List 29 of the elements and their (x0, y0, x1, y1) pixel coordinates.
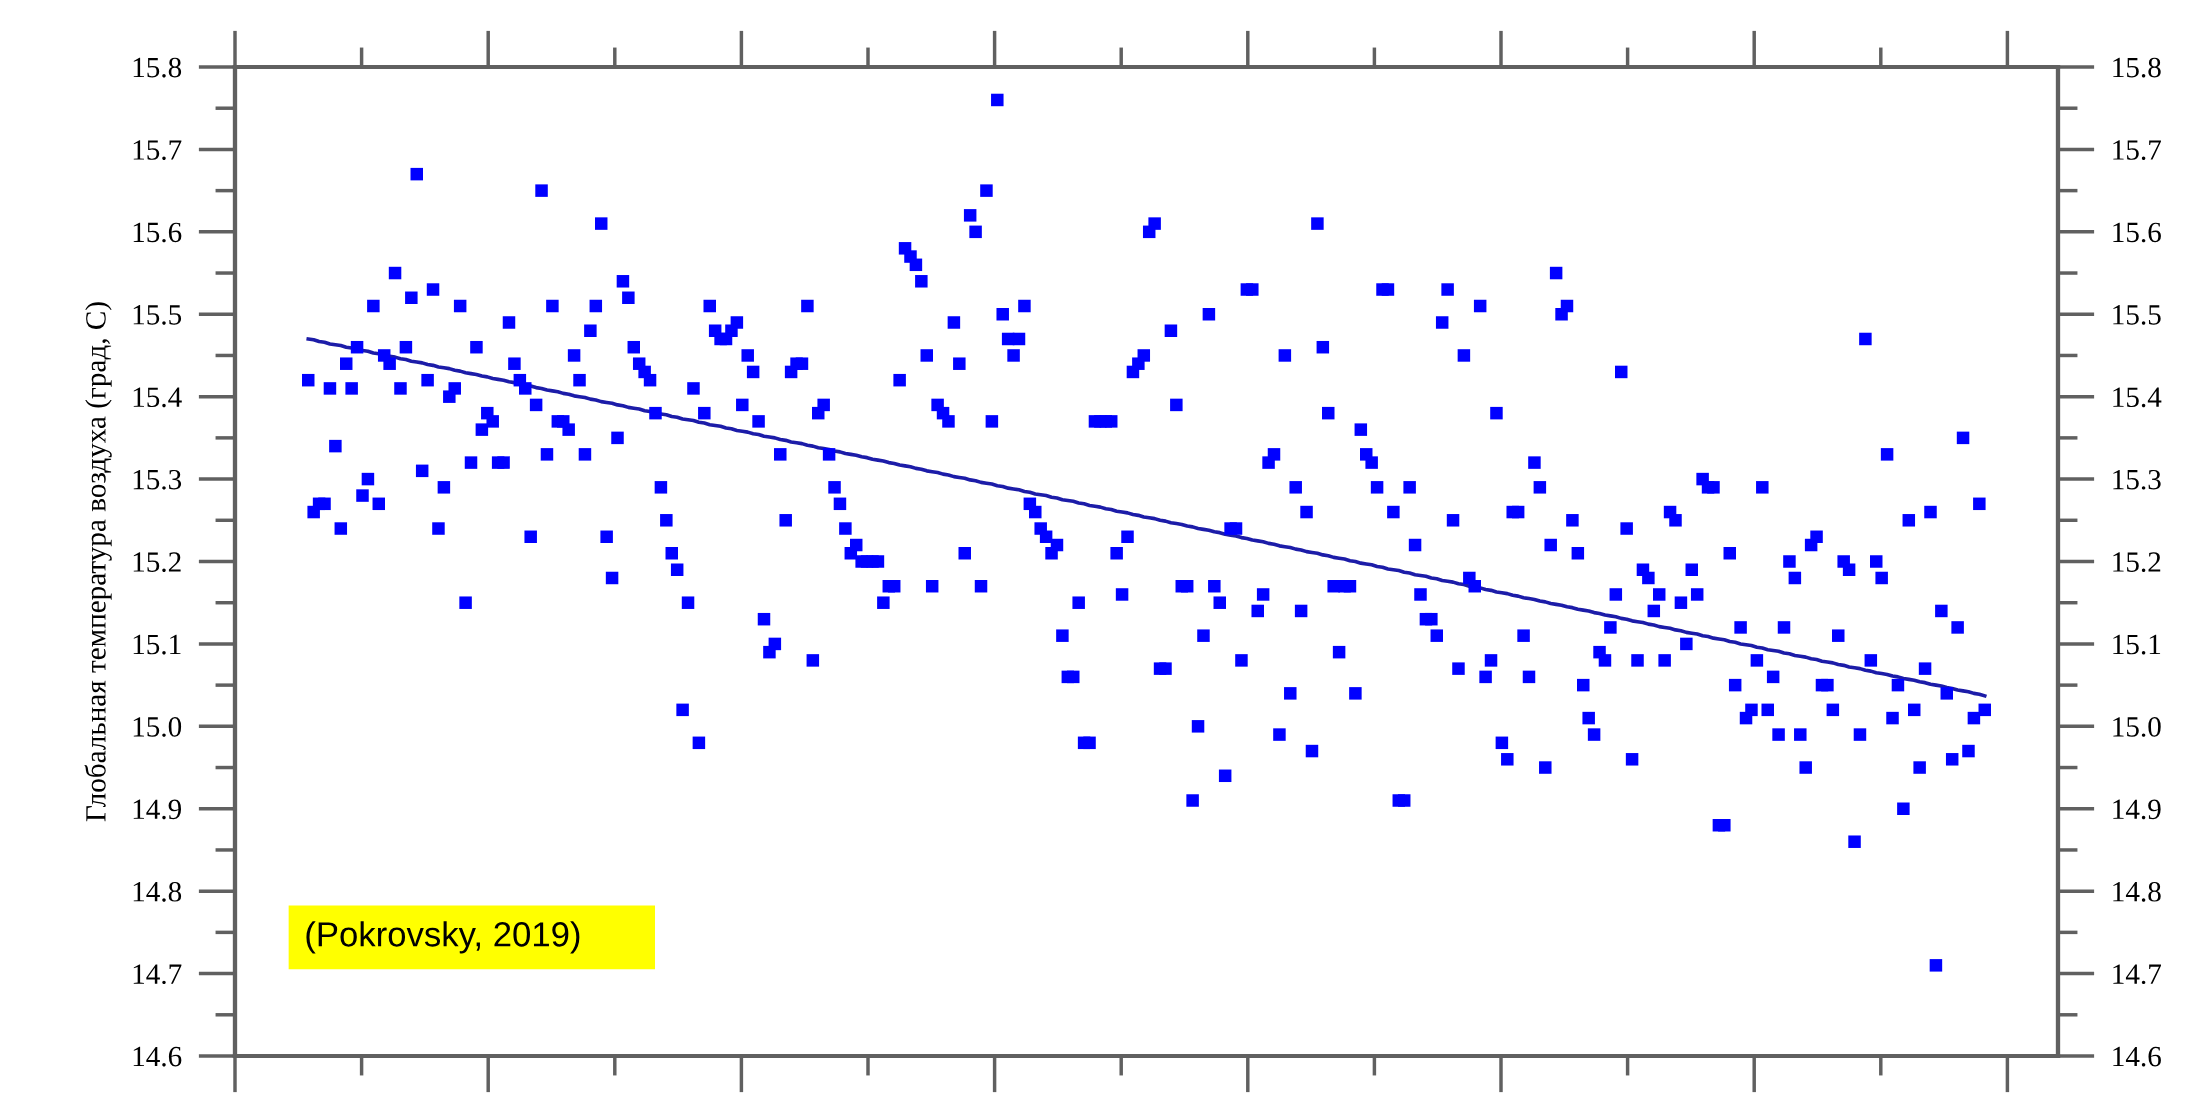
y2-tick-label: 14.8 (2113, 881, 2161, 902)
y-tick-label: 15.8 (133, 57, 182, 78)
annotation: (Pokrovsky, 2019) (306, 921, 580, 954)
y2-tick-label: 14.9 (2113, 799, 2161, 820)
y-axis-title: Глобальная температура воздуха (град, С) (84, 302, 112, 822)
y-tick-label: 14.7 (133, 964, 182, 985)
y-tick-label: 15.4 (133, 387, 182, 408)
y-tick-label: 15.5 (133, 305, 182, 325)
y2-tick-label: 15.4 (2113, 387, 2162, 408)
y-tick-label: 14.8 (133, 881, 182, 902)
y2-tick-label: 15.1 (2113, 634, 2161, 655)
y-tick-label: 14.6 (133, 1046, 182, 1067)
y-tick-label: 15.6 (133, 222, 182, 243)
y-tick-label: 15.0 (133, 717, 182, 737)
y2-tick-label: 15.6 (2113, 222, 2161, 243)
y2-tick-label: 15.0 (2113, 717, 2161, 737)
y-tick-label: 14.9 (133, 799, 182, 820)
y2-tick-label: 14.7 (2113, 964, 2161, 985)
y-tick-label: 15.3 (133, 469, 182, 490)
y2-tick-label: 15.5 (2113, 305, 2161, 325)
y-tick-label: 15.2 (133, 552, 181, 573)
line-series (306, 337, 1987, 698)
y2-tick-label: 14.6 (2113, 1046, 2161, 1067)
y-tick-label: 15.1 (133, 634, 181, 655)
y2-tick-label: 15.8 (2113, 57, 2161, 78)
y-tick-label: 15.7 (133, 140, 182, 160)
y2-tick-label: 15.2 (2113, 552, 2161, 573)
y2-tick-label: 15.7 (2113, 140, 2161, 160)
y2-tick-label: 15.3 (2113, 469, 2161, 490)
